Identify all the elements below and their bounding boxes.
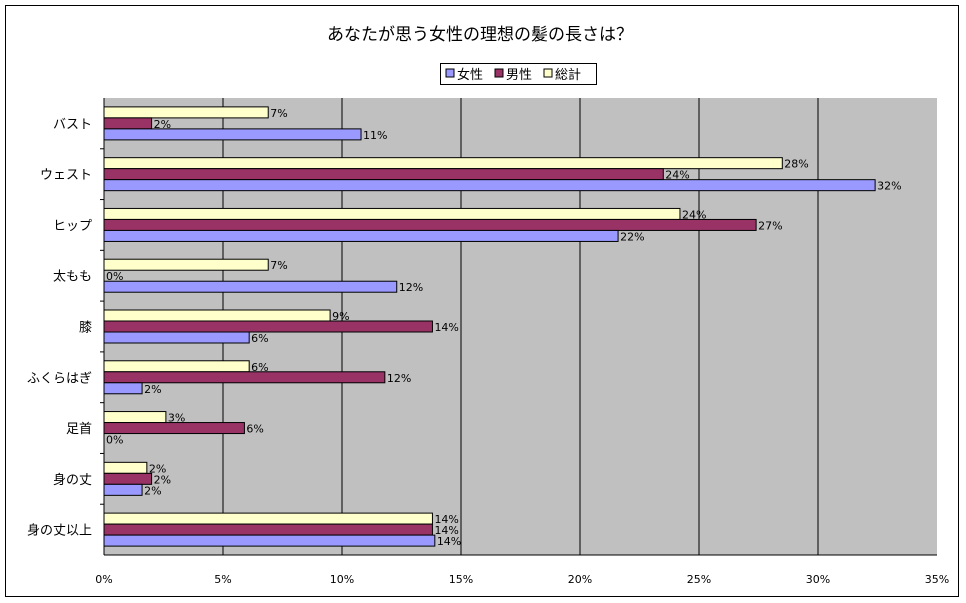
- bar-男性: [103, 472, 153, 485]
- category-label: ふくらはぎ: [27, 371, 92, 386]
- bar-女性: [103, 128, 362, 141]
- bar-女性: [103, 382, 143, 395]
- data-label: 24%: [665, 169, 689, 182]
- x-tick-label: 20%: [568, 573, 592, 586]
- data-label: 7%: [270, 107, 287, 120]
- x-tick-label: 5%: [214, 573, 231, 586]
- legend-label: 男性: [506, 68, 532, 83]
- category-label: 身の丈: [53, 472, 92, 488]
- data-label: 2%: [149, 462, 166, 475]
- bar-総計: [103, 106, 269, 119]
- bar-総計: [103, 360, 250, 373]
- bar-男性: [103, 218, 757, 231]
- bar-総計: [103, 309, 331, 322]
- x-tick-label: 25%: [687, 573, 711, 586]
- data-label: 14%: [437, 535, 461, 548]
- bar-女性: [103, 331, 250, 344]
- data-label: 2%: [154, 118, 171, 131]
- data-label: 6%: [246, 423, 263, 436]
- bar-男性: [103, 117, 153, 130]
- legend-label: 女性: [457, 67, 483, 83]
- legend-swatch: [543, 68, 553, 78]
- data-label: 2%: [144, 484, 161, 497]
- legend-label: 総計: [555, 67, 581, 83]
- category-label: 身の丈以上: [27, 523, 92, 539]
- data-label: 6%: [251, 332, 268, 345]
- data-label: 0%: [106, 270, 123, 283]
- category-label: バスト: [53, 117, 92, 132]
- bar-男性: [103, 371, 386, 384]
- data-label: 32%: [877, 180, 901, 193]
- data-label: 2%: [154, 473, 171, 486]
- bar-女性: [103, 534, 436, 547]
- legend: 女性 男性 総計: [440, 63, 597, 85]
- legend-box: [440, 63, 597, 85]
- bar-総計: [103, 258, 269, 271]
- bar-総計: [103, 512, 433, 525]
- bar-男性: [103, 422, 245, 435]
- bar-総計: [103, 461, 148, 474]
- chart-title: あなたが思う女性の理想の髪の長さは？: [327, 25, 633, 45]
- x-tick-label: 30%: [806, 573, 830, 586]
- bar-男性: [103, 523, 433, 536]
- x-tick-label: 10%: [330, 573, 354, 586]
- category-label: ヒップ: [53, 219, 92, 234]
- plot-area: 0% 5% 10% 15% 20% 25% 30% 35% バスト 7% 2% 11% ウェスト 28% 2…: [27, 98, 949, 586]
- data-label: 12%: [399, 281, 423, 294]
- bar-男性: [103, 320, 433, 333]
- data-label: 14%: [434, 321, 458, 334]
- bar-男性: [103, 168, 664, 181]
- bar-女性: [103, 179, 876, 192]
- bar-女性: [103, 280, 398, 293]
- data-label: 14%: [434, 513, 458, 526]
- bar-女性: [103, 229, 619, 242]
- data-label: 24%: [682, 208, 706, 221]
- bar-総計: [103, 157, 783, 170]
- bar-総計: [103, 207, 681, 220]
- legend-swatch: [494, 68, 504, 78]
- x-tick-label: 15%: [449, 573, 473, 586]
- data-label: 27%: [758, 219, 782, 232]
- data-label: 12%: [387, 372, 411, 385]
- bar-総計: [103, 411, 167, 424]
- x-tick-label: 0%: [95, 573, 112, 586]
- legend-swatch: [445, 68, 455, 78]
- data-label: 22%: [620, 230, 644, 243]
- data-label: 14%: [434, 524, 458, 537]
- category-label: 太もも: [53, 270, 92, 285]
- category-label: ウェスト: [40, 168, 92, 183]
- data-label: 11%: [363, 129, 387, 142]
- data-label: 3%: [168, 412, 185, 425]
- x-tick-label: 35%: [925, 573, 949, 586]
- data-label: 28%: [784, 158, 808, 171]
- bar-女性: [103, 483, 143, 496]
- category-label: 膝: [79, 321, 92, 336]
- data-label: 9%: [332, 310, 349, 323]
- category-label: 足首: [66, 422, 92, 437]
- data-label: 7%: [270, 259, 287, 272]
- data-label: 2%: [144, 383, 161, 396]
- data-label: 6%: [251, 361, 268, 374]
- data-label: 0%: [106, 434, 123, 447]
